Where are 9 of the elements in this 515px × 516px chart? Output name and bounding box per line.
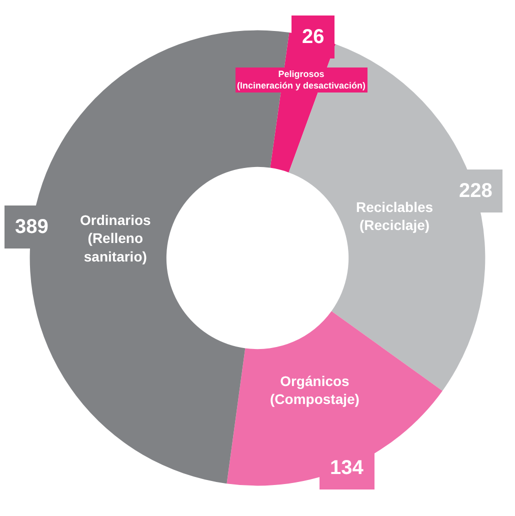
data-label: 228 xyxy=(459,180,492,202)
slice-label: Peligrosos (Incineración y desactivación) xyxy=(237,69,366,91)
slice-label: Ordinarios (Relleno sanitario) xyxy=(80,212,152,264)
data-label: 134 xyxy=(330,457,364,479)
donut-slice xyxy=(226,311,442,486)
data-label: 389 xyxy=(15,216,48,238)
slice-label: Reciclables (Reciclaje) xyxy=(356,199,434,234)
slice-label: Orgánicos (Compostaje) xyxy=(270,373,360,408)
data-label: 26 xyxy=(302,26,324,48)
